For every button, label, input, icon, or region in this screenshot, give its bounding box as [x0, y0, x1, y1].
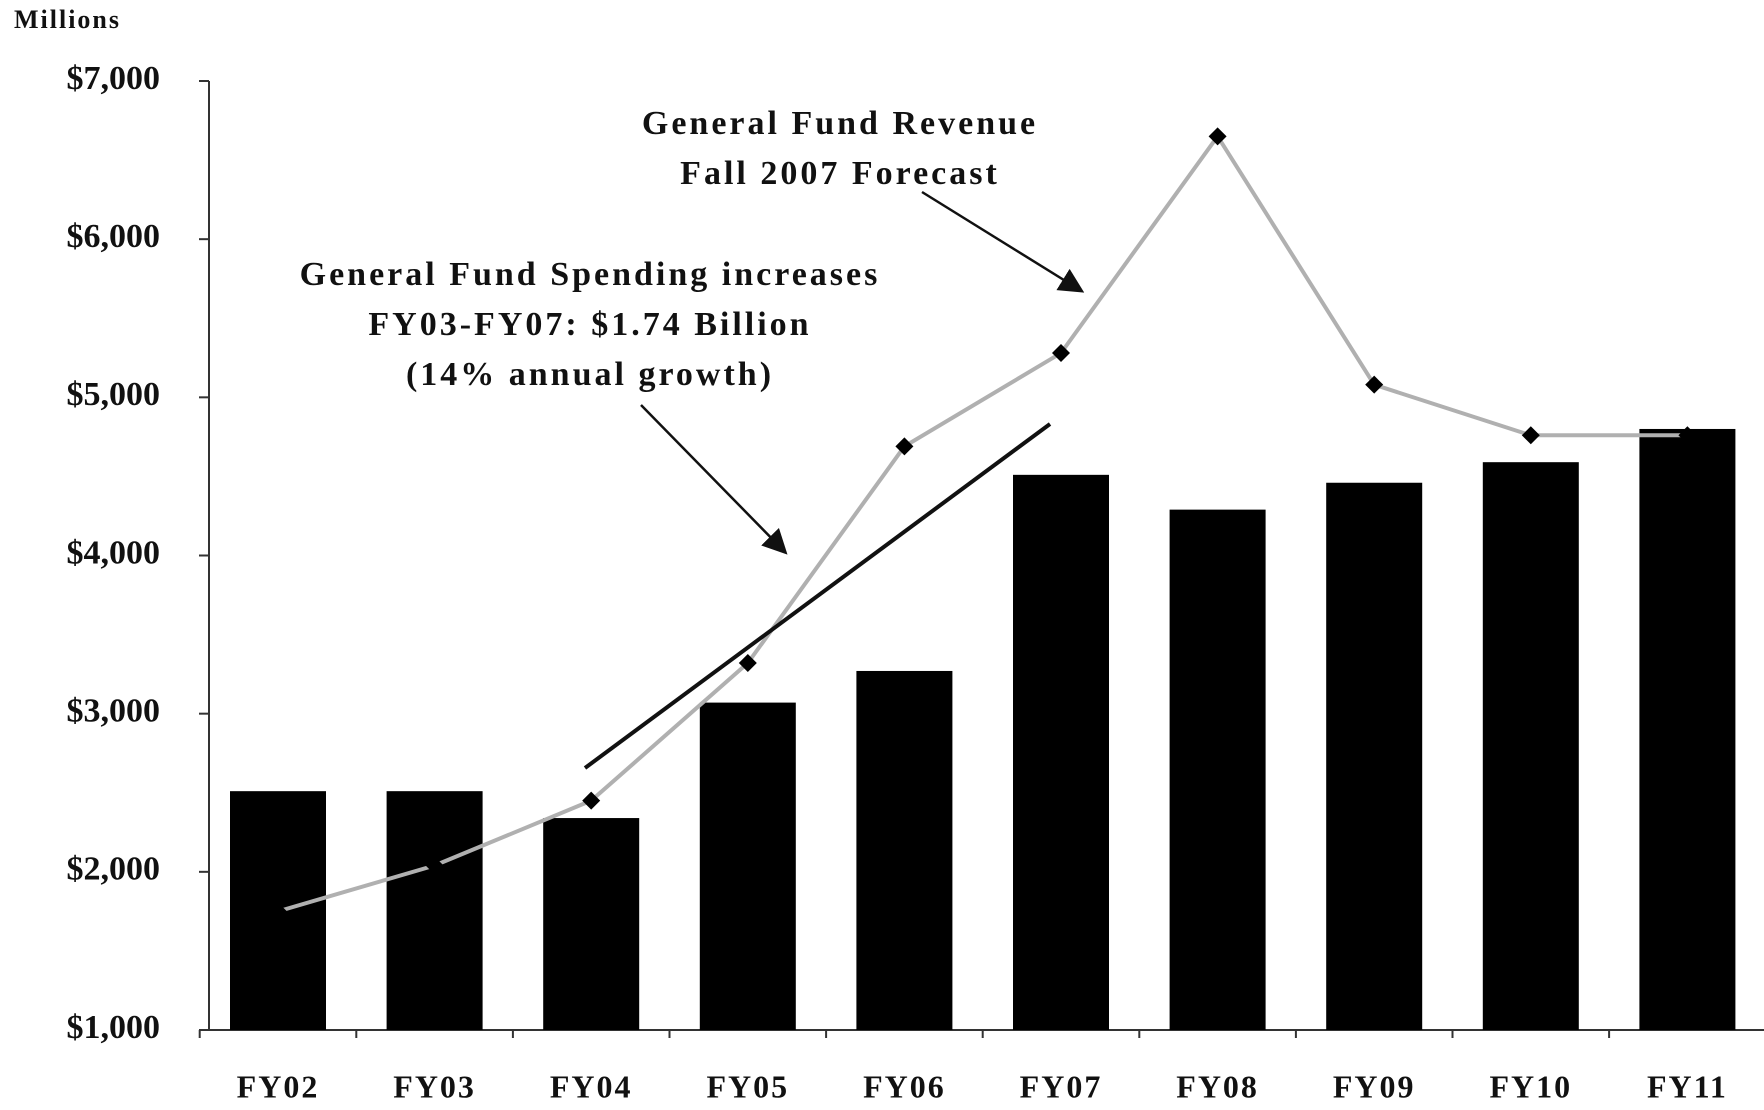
y-tick-label: $2,000	[67, 851, 161, 888]
bar	[1013, 474, 1109, 1031]
plot: $1,000 $2,000 $3,000 $4,000 $5,000 $6,000 $7,0…	[67, 60, 1764, 1104]
y-tick-label: $1,000	[67, 1009, 161, 1046]
x-tick-label: FY06	[863, 1068, 946, 1104]
bar	[1326, 482, 1423, 1030]
bar	[856, 670, 953, 1030]
x-tick-label: FY03	[393, 1068, 476, 1104]
y-tick-label: $4,000	[67, 534, 161, 571]
y-tick-label: $6,000	[67, 218, 161, 255]
marker	[425, 856, 444, 875]
annotation: FY03-FY07: $1.74 Billion	[368, 306, 811, 343]
x-tick-label: FY02	[237, 1068, 320, 1104]
x-tick-label: FY05	[706, 1068, 789, 1104]
y-axis-label: Millions	[14, 5, 121, 34]
line	[277, 132, 1688, 914]
bar	[699, 702, 796, 1030]
bar	[386, 791, 483, 1030]
marker	[269, 902, 287, 921]
annotation: General Fund Revenue	[642, 105, 1038, 142]
arrow	[921, 190, 1085, 293]
x-tick-label: FY11	[1647, 1068, 1728, 1104]
marker	[582, 791, 601, 810]
marker	[1521, 426, 1540, 445]
marker	[1365, 375, 1384, 394]
x-tick-label: FY08	[1176, 1068, 1259, 1104]
marker	[1678, 426, 1697, 445]
bar	[1482, 462, 1579, 1031]
marker	[1052, 344, 1070, 363]
y-tick-label: $7,000	[67, 60, 161, 97]
x-tick-label: FY04	[550, 1068, 633, 1104]
annotation: Fall 2007 Forecast	[680, 155, 1000, 192]
bar	[1639, 428, 1736, 1030]
marker	[738, 654, 757, 673]
x-tick-label: FY09	[1333, 1068, 1416, 1104]
marker	[1208, 127, 1227, 146]
x-tick-label: FY10	[1489, 1068, 1572, 1104]
bar	[543, 818, 640, 1030]
x-tick-label: FY07	[1020, 1068, 1103, 1104]
bar	[1169, 509, 1266, 1030]
y-tick-label: $3,000	[67, 692, 161, 729]
marker	[895, 437, 914, 456]
annotation: General Fund Spending increases	[300, 256, 881, 293]
trend-line	[583, 422, 1052, 770]
annotation: (14% annual growth)	[406, 356, 774, 393]
arrow	[640, 404, 788, 555]
y-tick-label: $5,000	[67, 376, 161, 413]
